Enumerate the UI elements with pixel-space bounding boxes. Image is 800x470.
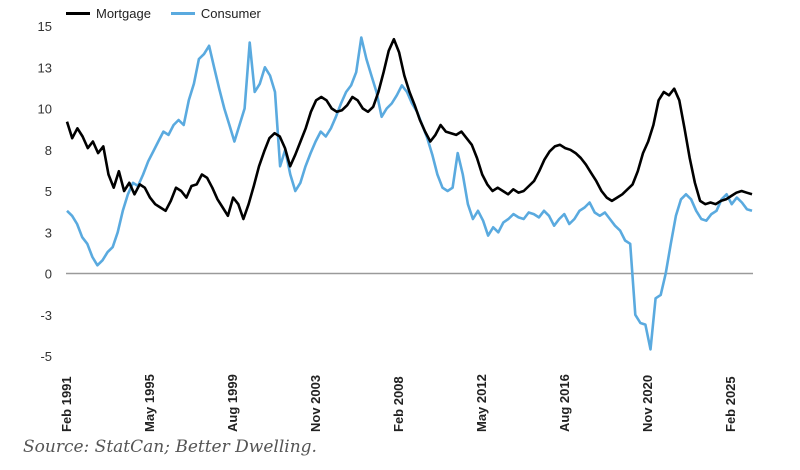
y-tick-label: 5 [45,184,52,199]
legend-swatch-mortgage [66,12,90,15]
y-tick-label: -5 [40,349,52,364]
legend-swatch-consumer [170,12,195,15]
x-tick-label: Aug 1999 [225,374,240,432]
y-tick-label: 3 [45,225,52,240]
y-tick-label: -3 [40,308,52,323]
x-tick-label: May 2012 [474,374,489,432]
legend-label-consumer: Consumer [200,6,261,21]
y-tick-label: 0 [45,267,52,282]
x-tick-label: May 1995 [142,374,157,432]
source-note: Source: StatCan; Better Dwelling. [23,437,317,457]
x-tick-label: Feb 2025 [723,376,738,432]
legend-item-consumer: Consumer [170,6,261,21]
x-tick-label: Feb 1991 [59,376,74,432]
y-axis-ticks: 15 13 10 8 5 3 0 -3 -5 [38,19,52,364]
x-axis-ticks: Feb 1991 May 1995 Aug 1999 Nov 2003 Feb 2008… [59,374,738,432]
series-group [65,36,753,351]
legend: Mortgage Consumer [66,6,281,21]
y-tick-label: 13 [38,60,52,75]
y-tick-label: 10 [38,102,52,117]
x-tick-label: Nov 2020 [640,375,655,432]
series-line-consumer [66,36,753,351]
x-tick-label: Aug 2016 [557,374,572,432]
legend-label-mortgage: Mortgage [96,6,151,21]
x-tick-label: Feb 2008 [391,376,406,432]
y-tick-label: 8 [45,143,52,158]
legend-item-mortgage: Mortgage [66,6,151,21]
x-tick-label: Nov 2003 [308,375,323,432]
series-line-mortgage [65,37,753,221]
y-tick-label: 15 [38,19,52,34]
